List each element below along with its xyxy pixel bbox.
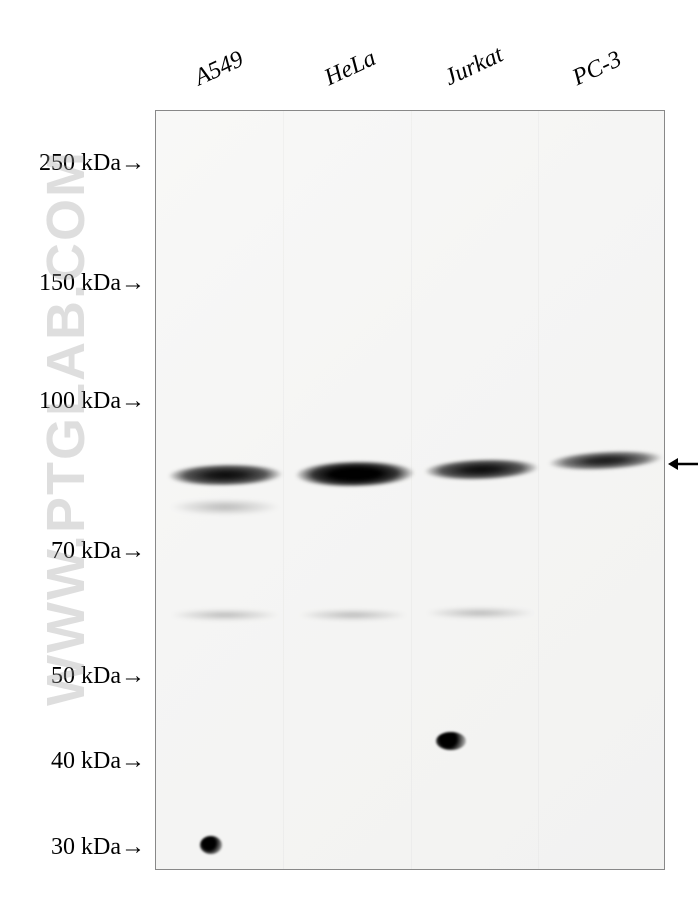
marker-label: 50 kDa→: [10, 663, 145, 690]
artifact-spot: [436, 732, 466, 750]
lane-label: A549: [191, 46, 248, 92]
band-faint: [425, 608, 535, 618]
result-arrow-icon: [668, 454, 698, 474]
marker-label: 70 kDa→: [10, 538, 145, 565]
lane-divider: [538, 111, 539, 869]
marker-label: 150 kDa→: [10, 270, 145, 297]
lane-label: PC-3: [569, 46, 626, 92]
lane-divider: [411, 111, 412, 869]
lane-divider: [283, 111, 284, 869]
marker-label: 100 kDa→: [10, 388, 145, 415]
band-faint: [170, 500, 280, 514]
marker-label: 30 kDa→: [10, 834, 145, 861]
artifact-spot: [200, 836, 222, 854]
band-faint: [298, 610, 408, 620]
marker-label: 250 kDa→: [10, 150, 145, 177]
band-faint: [170, 610, 280, 620]
lane-label: Jurkat: [441, 42, 508, 92]
blot-membrane: [155, 110, 665, 870]
lane-label: HeLa: [321, 45, 381, 92]
marker-label: 40 kDa→: [10, 748, 145, 775]
watermark-text: WWW.PTGLAB.COM: [35, 150, 97, 706]
